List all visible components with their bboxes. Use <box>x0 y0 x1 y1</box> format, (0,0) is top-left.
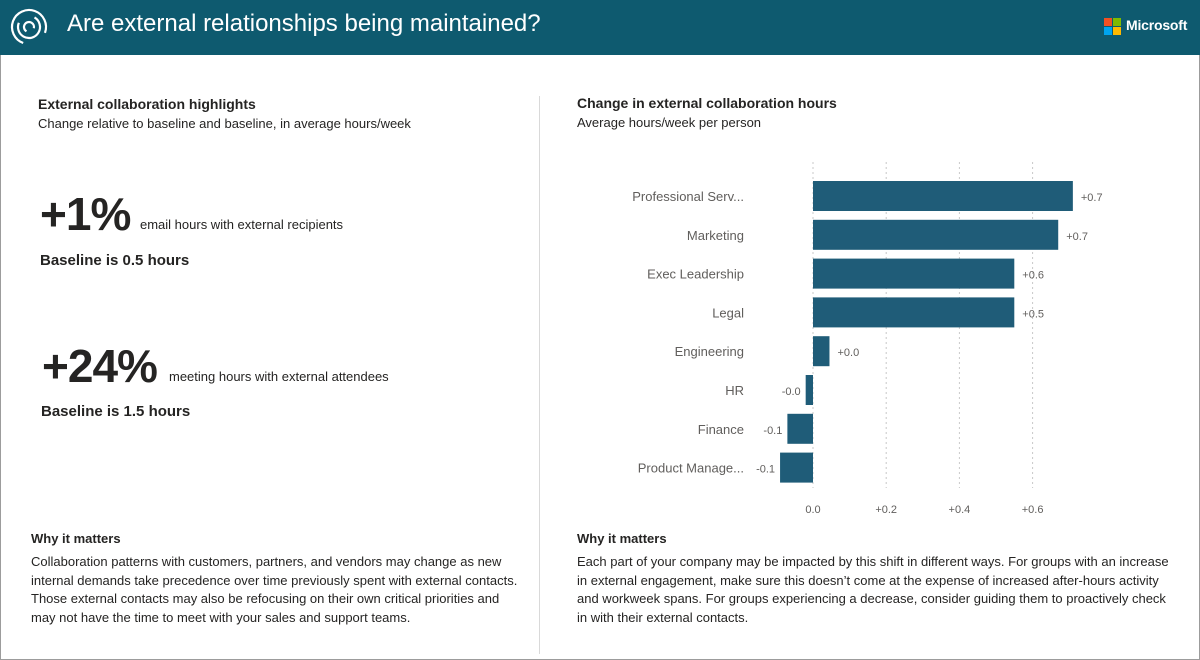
data-label: -0.1 <box>763 425 782 437</box>
bar <box>813 297 1015 328</box>
app-logo-icon <box>10 8 48 46</box>
category-label: HR <box>725 383 744 398</box>
category-label: Professional Serv... <box>632 189 744 204</box>
category-label: Finance <box>698 422 744 437</box>
category-label: Product Manage... <box>638 461 744 476</box>
category-label: Marketing <box>687 228 744 243</box>
meeting-baseline: Baseline is 1.5 hours <box>41 403 191 420</box>
meeting-change-value: +24% <box>42 340 158 392</box>
x-tick-label: +0.4 <box>949 504 971 516</box>
meeting-change-description: meeting hours with external attendees <box>169 369 389 384</box>
x-tick-label: 0.0 <box>805 504 820 516</box>
bar <box>813 258 1015 289</box>
x-tick-label: +0.2 <box>875 504 897 516</box>
highlights-subtitle: Change relative to baseline and baseline… <box>38 116 411 131</box>
right-why-text: Each part of your company may be impacte… <box>577 554 1169 625</box>
data-label: +0.5 <box>1022 308 1044 320</box>
data-label: -0.0 <box>782 386 801 398</box>
email-change-description: email hours with external recipients <box>140 217 344 232</box>
bar <box>805 375 813 405</box>
chart-subtitle: Average hours/week per person <box>577 115 762 130</box>
microsoft-logo-icon <box>1104 18 1121 35</box>
category-label: Exec Leadership <box>647 267 744 282</box>
bar <box>780 452 813 483</box>
left-why-text: Collaboration patterns with customers, p… <box>31 554 518 625</box>
data-label: +0.7 <box>1081 192 1103 204</box>
data-label: +0.7 <box>1066 231 1088 243</box>
data-label: -0.1 <box>756 464 775 476</box>
bar <box>813 336 830 367</box>
highlights-title: External collaboration highlights <box>38 96 256 112</box>
data-label: +0.0 <box>837 347 859 359</box>
email-change-value: +1% <box>40 188 131 240</box>
bar <box>787 413 813 444</box>
category-label: Engineering <box>675 344 744 359</box>
email-baseline: Baseline is 0.5 hours <box>40 252 190 269</box>
right-why-title: Why it matters <box>577 531 667 546</box>
data-label: +0.6 <box>1022 270 1044 282</box>
header-bar: Are external relationships being maintai… <box>0 0 1200 55</box>
external-collab-bar-chart: 0.0 +0.2 +0.4 +0.6 Professional Serv... +0.7 M… <box>632 162 1103 516</box>
bar <box>813 181 1073 211</box>
section-divider <box>539 96 540 654</box>
bar <box>813 219 1059 250</box>
brand-label: Microsoft <box>1126 17 1188 33</box>
x-tick-label: +0.6 <box>1022 504 1044 516</box>
chart-title: Change in external collaboration hours <box>577 95 837 111</box>
left-why-title: Why it matters <box>31 531 121 546</box>
page-title: Are external relationships being maintai… <box>67 10 541 37</box>
category-label: Legal <box>712 305 744 320</box>
